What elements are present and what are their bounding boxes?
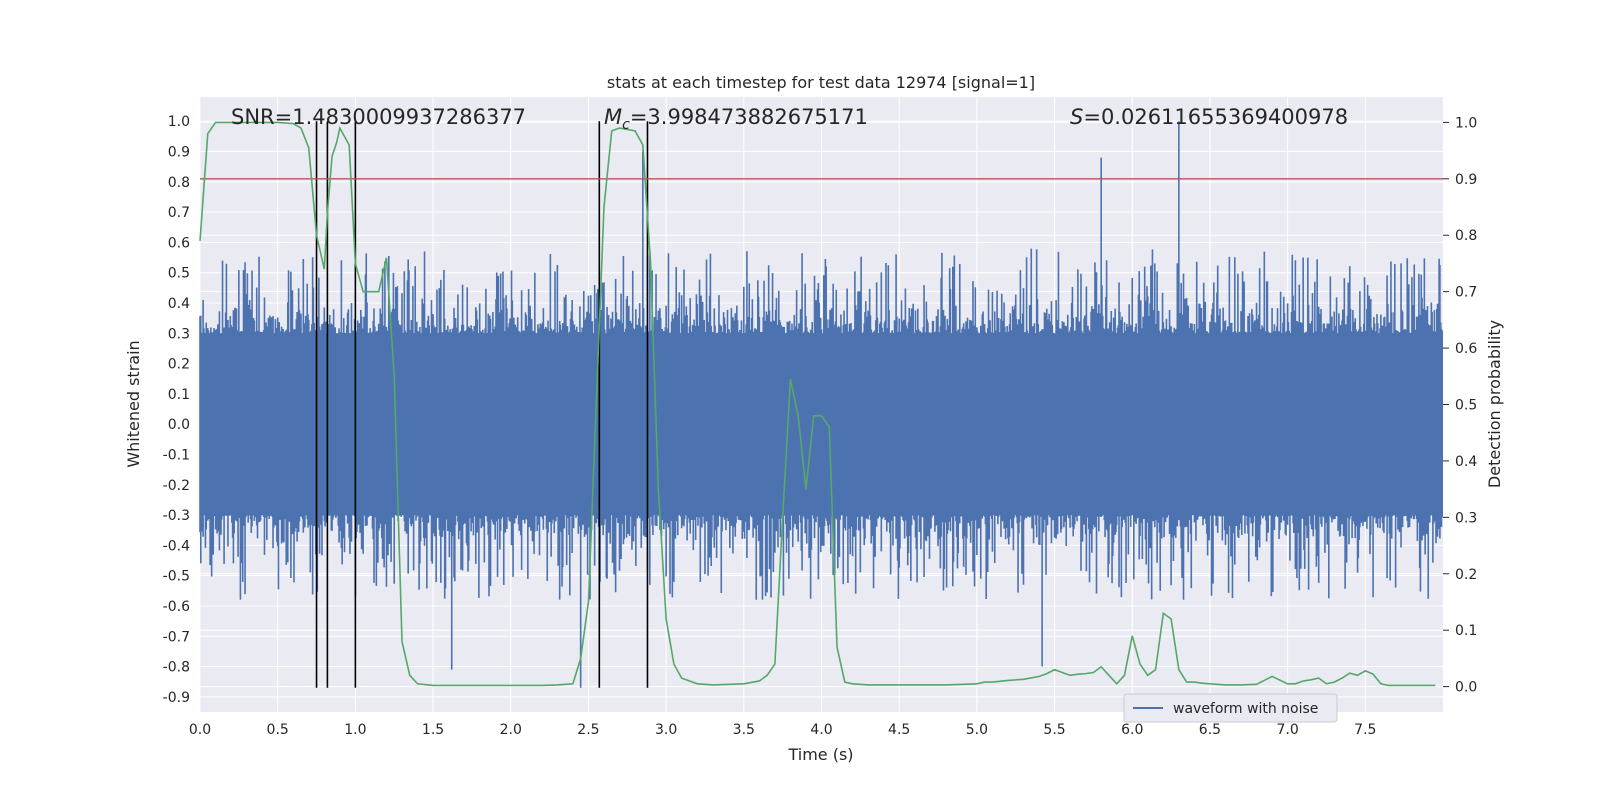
y2-tick-label: 0.8: [1455, 228, 1477, 244]
x-tick-label: 6.0: [1121, 722, 1143, 738]
mc-subscript: c: [622, 117, 630, 133]
x-tick-label: 7.0: [1276, 722, 1298, 738]
snr-annotation: SNR=1.4830009937286377: [231, 105, 526, 129]
y-tick-label: 0.8: [168, 175, 190, 191]
y-tick-label: 0.5: [168, 266, 190, 282]
y-tick-label: -0.2: [163, 478, 190, 494]
y-tick-label: -0.4: [163, 538, 190, 554]
s-value: =0.02611655369400978: [1083, 105, 1348, 129]
y-axis-label: Whitened strain: [124, 340, 143, 467]
y2-tick-label: 0.6: [1455, 341, 1477, 357]
legend-box: [1123, 693, 1338, 723]
y2-tick-label: 1.0: [1455, 115, 1477, 131]
waveform-band: [200, 333, 1443, 516]
y-tick-label: 0.3: [168, 326, 190, 342]
y-tick-label: -0.7: [163, 629, 190, 645]
legend: waveform with noise: [1123, 693, 1338, 723]
x-tick-label: 7.5: [1354, 722, 1376, 738]
y-tick-label: -0.3: [163, 508, 190, 524]
s-annotation: S=0.02611655369400978: [1070, 105, 1348, 129]
y2-tick-label: 0.0: [1455, 680, 1477, 696]
x-tick-label: 3.0: [655, 722, 677, 738]
waveform-series: [199, 121, 1444, 688]
y2-tick-label: 0.1: [1455, 623, 1477, 639]
y-tick-label: -0.8: [163, 660, 190, 676]
x-tick-label: 5.5: [1043, 722, 1065, 738]
y-tick-label: -0.5: [163, 569, 190, 585]
x-tick-label: 2.0: [500, 722, 522, 738]
y2-tick-label: 0.5: [1455, 398, 1477, 414]
x-tick-label: 4.0: [810, 722, 832, 738]
chart-title: stats at each timestep for test data 129…: [607, 73, 1035, 92]
y-tick-label: 0.7: [168, 205, 190, 221]
x-tick-label: 4.5: [888, 722, 910, 738]
y-tick-label: -0.6: [163, 599, 190, 615]
x-tick-label: 0.0: [189, 722, 211, 738]
y-tick-label: 0.4: [168, 296, 190, 312]
y-tick-label: -0.1: [163, 447, 190, 463]
s-symbol: S: [1070, 105, 1083, 129]
y-tick-label: 0.9: [168, 145, 190, 161]
y2-tick-label: 0.9: [1455, 172, 1477, 188]
mc-value: =3.998473882675171: [630, 105, 868, 129]
y2-tick-label: 0.2: [1455, 567, 1477, 583]
x-tick-label: 5.0: [966, 722, 988, 738]
mc-symbol: M: [604, 105, 622, 129]
y2-axis-label: Detection probability: [1485, 320, 1504, 488]
x-tick-label: 1.5: [422, 722, 444, 738]
x-tick-label: 0.5: [267, 722, 289, 738]
y-tick-label: 0.2: [168, 357, 190, 373]
y-tick-label: 0.1: [168, 387, 190, 403]
x-tick-label: 2.5: [577, 722, 599, 738]
y-tick-label: 1.0: [168, 114, 190, 130]
x-tick-label: 3.5: [733, 722, 755, 738]
ticks: 0.0 0.5 1.0 1.5 2.0 2.5 3.0 3.5 4.0 4.5 5.0 5.5 6.0 6…: [163, 114, 1478, 738]
y-tick-label: 0.6: [168, 235, 190, 251]
legend-label: waveform with noise: [1173, 701, 1318, 717]
y2-tick-label: 0.7: [1455, 285, 1477, 301]
y2-tick-label: 0.3: [1455, 510, 1477, 526]
probability-line: [199, 121, 1436, 687]
y-tick-label: 0.0: [168, 417, 190, 433]
mc-annotation: Mc=3.998473882675171: [604, 105, 868, 133]
x-tick-label: 6.5: [1199, 722, 1221, 738]
x-axis-label: Time (s): [787, 745, 853, 764]
x-tick-label: 1.0: [344, 722, 366, 738]
y-tick-label: -0.9: [163, 690, 190, 706]
y2-tick-label: 0.4: [1455, 454, 1477, 470]
